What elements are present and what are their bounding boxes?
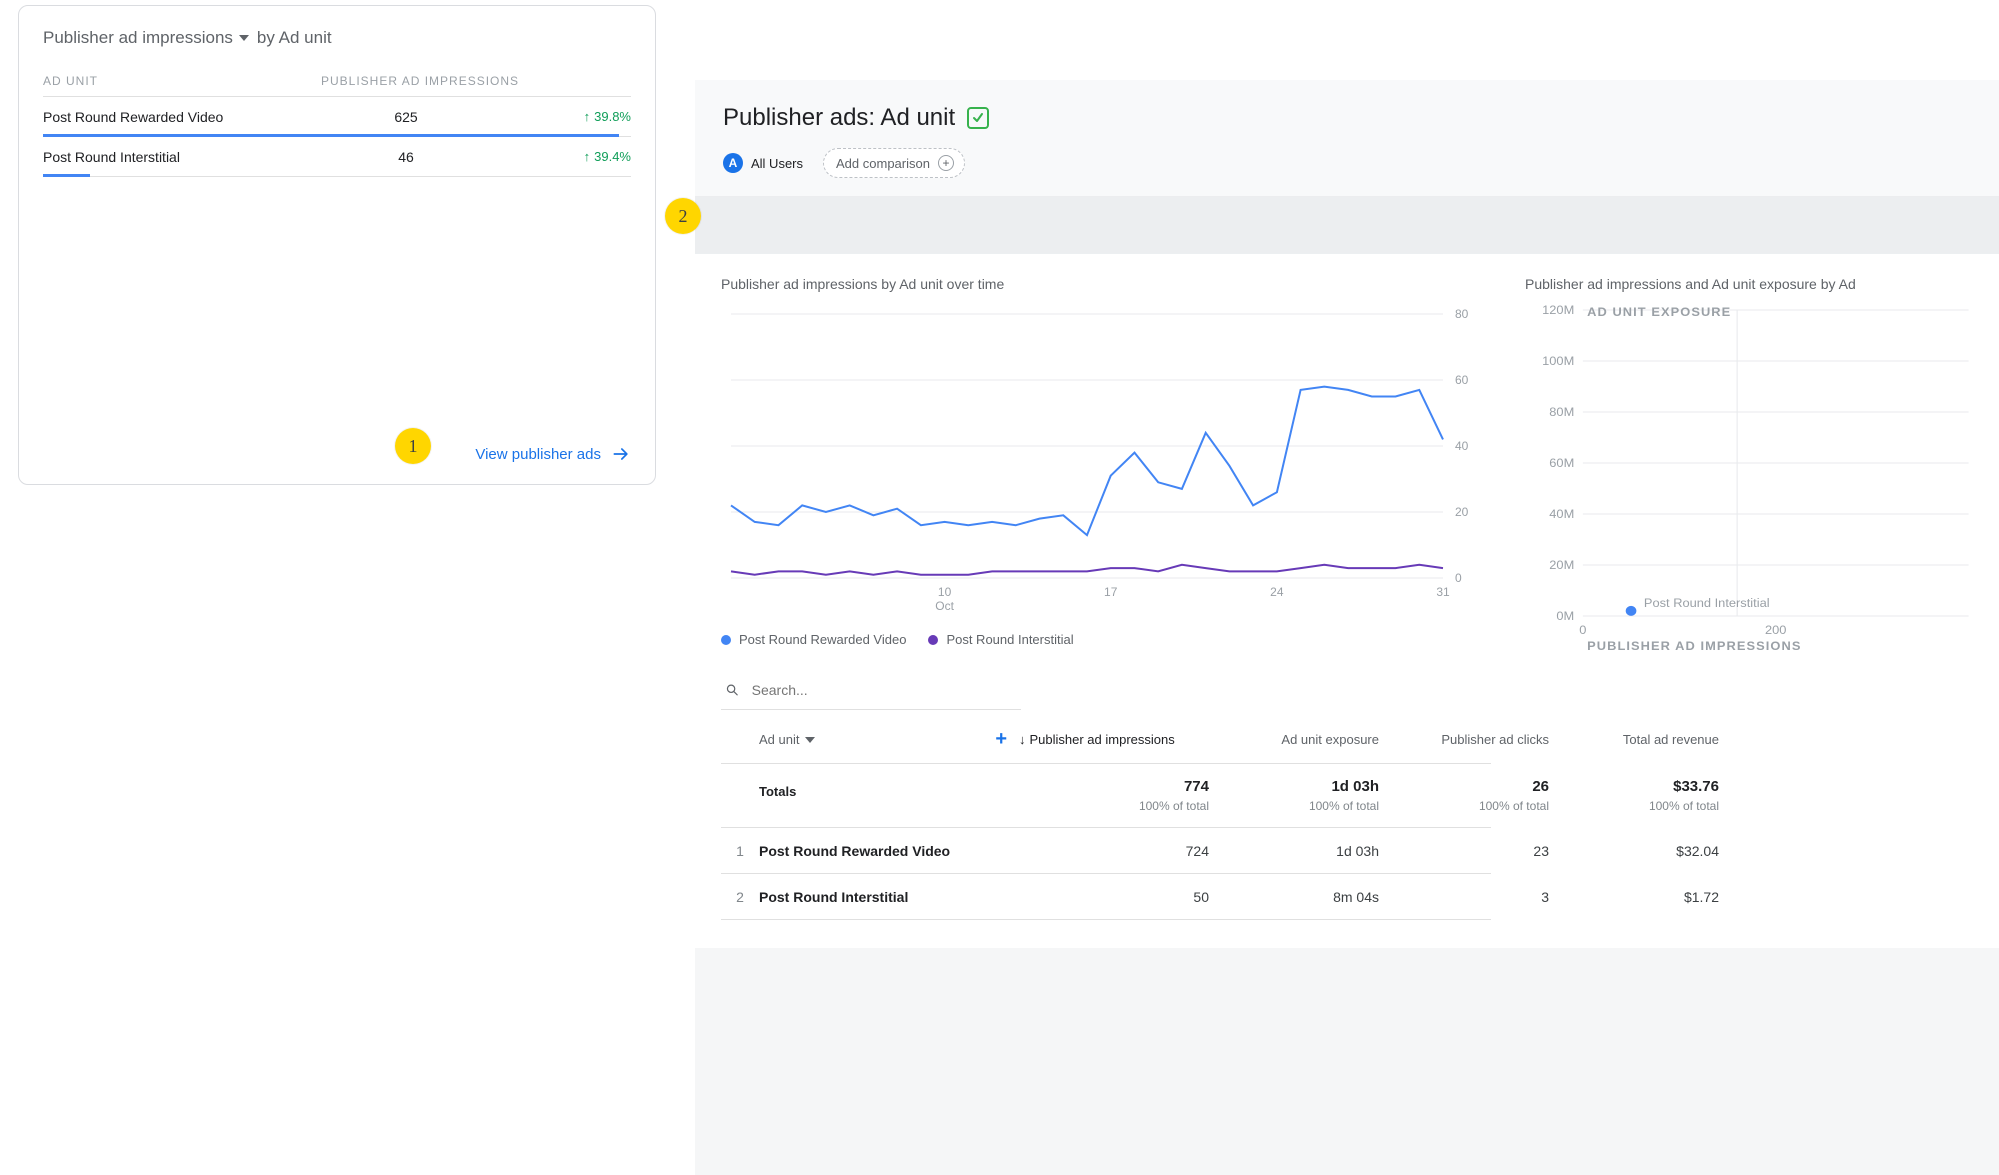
chart-legend: Post Round Rewarded Video Post Round Inte… [721, 632, 1491, 647]
legend-label: Post Round Rewarded Video [739, 632, 906, 647]
metric-label: Publisher ad impressions [43, 28, 233, 48]
row-value: 46 [321, 149, 491, 165]
row-index: 1 [721, 843, 759, 859]
svg-text:AD UNIT EXPOSURE: AD UNIT EXPOSURE [1587, 305, 1731, 319]
totals-row: Totals 774100% of total 1d 03h100% of to… [721, 764, 1491, 828]
segment-badge: A [723, 153, 743, 173]
col-exposure[interactable]: Ad unit exposure [1219, 732, 1389, 747]
view-publisher-ads-link[interactable]: View publisher ads [475, 444, 631, 464]
metric-dropdown[interactable]: Publisher ad impressions [43, 28, 249, 48]
row-value: 625 [321, 109, 491, 125]
add-dimension-button[interactable]: + [995, 728, 1019, 751]
svg-text:10: 10 [938, 585, 952, 599]
svg-text:0: 0 [1579, 623, 1586, 637]
row-index: 2 [721, 889, 759, 905]
search-icon [725, 682, 740, 698]
page-title: Publisher ads: Ad unit [723, 104, 955, 132]
summary-row[interactable]: Post Round Interstitial4639.4% [43, 137, 631, 177]
report-header: Publisher ads: Ad unit A All Users Add c… [695, 80, 1999, 197]
row-name: Post Round Interstitial [759, 889, 1019, 905]
svg-text:100M: 100M [1542, 354, 1574, 368]
svg-text:Post Round Interstitial: Post Round Interstitial [1644, 596, 1770, 610]
col-dimension-dropdown[interactable]: Ad unit [759, 732, 815, 747]
annotation-callout-1: 1 [395, 428, 431, 464]
scatter-chart: 0M 20M 40M 60M 80M 100M 120M 0 200 AD UNIT EXPOSU… [1525, 300, 1975, 660]
summary-title: Publisher ad impressions by Ad unit [43, 28, 631, 48]
add-comparison-button[interactable]: Add comparison + [823, 148, 965, 178]
svg-text:80M: 80M [1549, 405, 1574, 419]
svg-text:17: 17 [1104, 585, 1118, 599]
summary-table: AD UNIT PUBLISHER AD IMPRESSIONS Post Ro… [43, 74, 631, 177]
segment-all-users[interactable]: A All Users [723, 153, 811, 173]
report-panel: Publisher ads: Ad unit A All Users Add c… [695, 80, 1999, 1175]
svg-text:20: 20 [1455, 505, 1469, 519]
svg-text:24: 24 [1270, 585, 1284, 599]
svg-text:PUBLISHER AD IMPRESSIONS: PUBLISHER AD IMPRESSIONS [1587, 639, 1801, 653]
summary-card: Publisher ad impressions by Ad unit AD U… [18, 5, 656, 485]
search-box[interactable] [721, 675, 1021, 710]
search-input[interactable] [750, 681, 1017, 699]
annotation-callout-2: 2 [665, 198, 701, 234]
right-panel: Publisher ad impressions and Ad unit exp… [1525, 276, 1975, 920]
legend-swatch [928, 635, 938, 645]
data-table: Ad unit + Publisher ad impressions Ad un… [721, 716, 1491, 920]
legend-item[interactable]: Post Round Interstitial [928, 632, 1073, 647]
plus-icon: + [938, 155, 954, 171]
right-panel-title: Publisher ad impressions and Ad unit exp… [1525, 276, 1975, 292]
svg-text:20M: 20M [1549, 558, 1574, 572]
table-row[interactable]: 2Post Round Interstitial508m 04s3$1.72 [721, 874, 1491, 920]
svg-text:40: 40 [1455, 439, 1469, 453]
left-panel-title: Publisher ad impressions by Ad unit over… [721, 276, 1491, 292]
row-impressions: 50 [1019, 889, 1219, 905]
svg-text:60: 60 [1455, 373, 1469, 387]
svg-text:60M: 60M [1549, 456, 1574, 470]
arrow-right-icon [611, 444, 631, 464]
svg-text:0: 0 [1455, 571, 1462, 585]
chevron-down-icon [805, 737, 815, 743]
row-name: Post Round Rewarded Video [759, 843, 1019, 859]
svg-text:120M: 120M [1542, 303, 1574, 317]
line-chart: 0 20 40 60 80 10Oct 17 24 31 [721, 300, 1491, 620]
svg-text:80: 80 [1455, 307, 1469, 321]
svg-text:40M: 40M [1549, 507, 1574, 521]
chevron-down-icon [239, 35, 249, 41]
link-label: View publisher ads [475, 446, 601, 463]
svg-text:0M: 0M [1556, 609, 1574, 623]
svg-text:Oct: Oct [935, 599, 954, 613]
row-exposure: 1d 03h [1219, 843, 1389, 859]
legend-label: Post Round Interstitial [946, 632, 1073, 647]
legend-item[interactable]: Post Round Rewarded Video [721, 632, 906, 647]
row-name: Post Round Interstitial [43, 149, 321, 165]
sparkline [43, 174, 90, 177]
col-metric: PUBLISHER AD IMPRESSIONS [321, 74, 631, 88]
totals-label: Totals [759, 778, 1019, 799]
col-dimension: AD UNIT [43, 74, 321, 88]
legend-swatch [721, 635, 731, 645]
row-name: Post Round Rewarded Video [43, 109, 321, 125]
by-label: by Ad unit [257, 28, 332, 48]
row-delta: 39.4% [491, 149, 631, 164]
col-impressions[interactable]: Publisher ad impressions [1019, 732, 1219, 747]
summary-row[interactable]: Post Round Rewarded Video62539.8% [43, 97, 631, 137]
svg-text:200: 200 [1765, 623, 1787, 637]
row-impressions: 724 [1019, 843, 1219, 859]
share-icon[interactable] [967, 107, 989, 129]
table-row[interactable]: 1Post Round Rewarded Video7241d 03h23$32… [721, 828, 1491, 874]
report-body: Publisher ad impressions by Ad unit over… [695, 253, 1999, 948]
svg-text:31: 31 [1436, 585, 1450, 599]
table-section: Ad unit + Publisher ad impressions Ad un… [721, 675, 1491, 920]
segment-label: All Users [751, 156, 803, 171]
row-delta: 39.8% [491, 109, 631, 124]
left-panel: Publisher ad impressions by Ad unit over… [721, 276, 1491, 920]
row-exposure: 8m 04s [1219, 889, 1389, 905]
toolbar-spacer [695, 197, 1999, 253]
add-comparison-label: Add comparison [836, 156, 930, 171]
